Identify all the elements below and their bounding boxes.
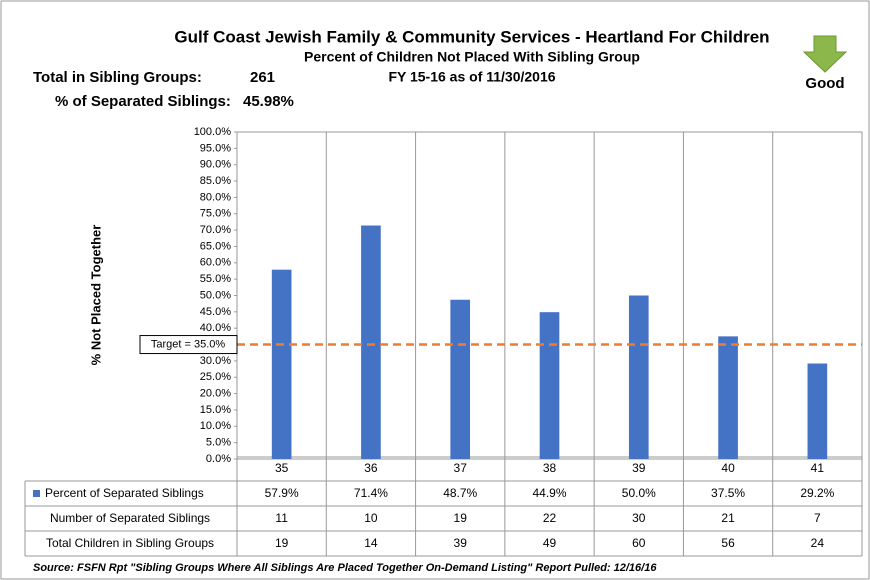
table-cell: 21	[721, 511, 735, 525]
source: Source: FSFN Rpt "Sibling Groups Where A…	[33, 562, 657, 574]
good-arrow	[802, 35, 848, 73]
bar	[807, 363, 828, 459]
target-label: Target = 35.0%	[151, 338, 226, 350]
y-tick-label: 100.0%	[194, 126, 232, 138]
data-label: 48.7%	[443, 486, 477, 500]
bar	[628, 295, 649, 459]
summary-label: % of Separated Siblings:	[55, 93, 231, 110]
table-cell: 11	[275, 511, 288, 525]
x-tick-label: 39	[632, 461, 646, 475]
x-tick-label: 37	[454, 461, 468, 475]
summary-value: 45.98%	[243, 93, 294, 110]
y-tick-label: 10.0%	[200, 420, 231, 432]
data-label: 37.5%	[711, 486, 745, 500]
bar	[718, 336, 738, 459]
summary-value: 261	[250, 69, 275, 86]
y-tick-label: 70.0%	[200, 224, 231, 236]
y-tick-label: 95.0%	[200, 142, 231, 154]
y-tick-label: 65.0%	[200, 240, 231, 252]
data-label: 71.4%	[354, 486, 388, 500]
y-tick-label: 45.0%	[200, 306, 231, 318]
y-tick-label: 15.0%	[200, 404, 231, 416]
x-tick-label: 38	[543, 461, 557, 475]
y-tick-label: 85.0%	[200, 175, 231, 187]
table-cell: 39	[454, 536, 468, 550]
bar	[450, 299, 471, 459]
row-label: Total Children in Sibling Groups	[46, 536, 214, 550]
x-tick-label: 40	[721, 461, 735, 475]
y-tick-label: 60.0%	[200, 257, 231, 269]
y-tick-label: 55.0%	[200, 273, 231, 285]
bar	[271, 269, 292, 459]
bar	[361, 225, 381, 459]
y-tick-label: 0.0%	[206, 453, 231, 465]
data-label: 29.2%	[800, 486, 834, 500]
table-cell: 60	[632, 536, 646, 550]
chart-subtitle: Percent of Children Not Placed With Sibl…	[304, 49, 640, 65]
table-cell: 24	[811, 536, 825, 550]
target-box	[139, 335, 238, 355]
data-label: 44.9%	[532, 486, 566, 500]
table-cell: 10	[364, 511, 378, 525]
data-label: 57.9%	[265, 486, 299, 500]
y-tick-label: 90.0%	[200, 159, 231, 171]
x-tick-label: 35	[275, 461, 289, 475]
y-tick-label: 75.0%	[200, 208, 231, 220]
y-tick-label: 40.0%	[200, 322, 231, 334]
y-tick-label: 20.0%	[200, 388, 231, 400]
summary-label: Total in Sibling Groups:	[33, 69, 202, 86]
table-cell: 56	[721, 536, 735, 550]
table-cell: 30	[632, 511, 646, 525]
chart-title: Gulf Coast Jewish Family & Community Ser…	[174, 27, 769, 46]
y-tick-label: 80.0%	[200, 191, 231, 203]
bar	[539, 312, 560, 459]
y-tick-label: 5.0%	[206, 437, 231, 449]
x-tick-label: 41	[811, 461, 825, 475]
row-label: Number of Separated Siblings	[50, 511, 210, 525]
y-tick-label: 30.0%	[200, 355, 231, 367]
y-tick-label: 50.0%	[200, 289, 231, 301]
table-cell: 19	[454, 511, 468, 525]
table-cell: 49	[543, 536, 557, 550]
indicator: Good	[805, 75, 844, 92]
table-cell: 22	[543, 511, 557, 525]
x-tick-label: 36	[364, 461, 378, 475]
legend-label: Percent of Separated Siblings	[45, 486, 204, 500]
y-axis-title: % Not Placed Together	[88, 225, 103, 366]
legend-swatch	[33, 490, 40, 497]
table-cell: 14	[364, 536, 378, 550]
table-cell: 19	[275, 536, 289, 550]
period: FY 15-16 as of 11/30/2016	[388, 69, 555, 85]
table-cell: 7	[814, 511, 821, 525]
data-label: 50.0%	[622, 486, 656, 500]
y-tick-label: 25.0%	[200, 371, 231, 383]
